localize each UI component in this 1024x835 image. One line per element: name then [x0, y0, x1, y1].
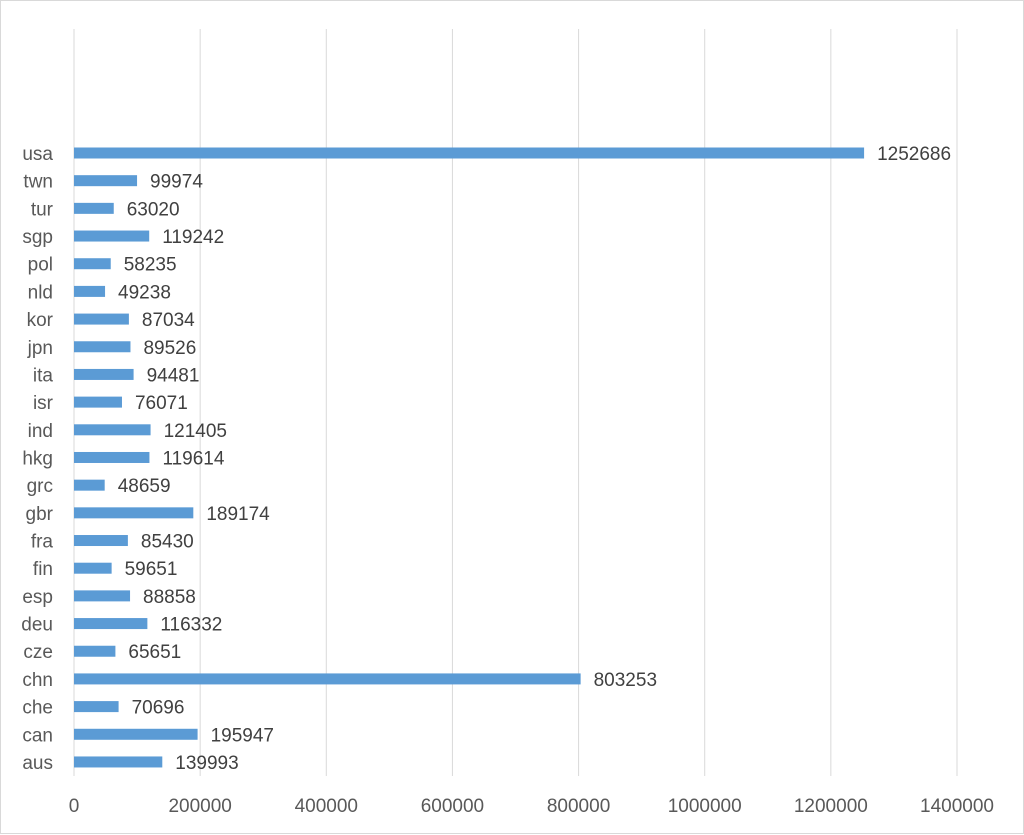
bar-deu	[74, 618, 148, 630]
value-axis: 0 200000 400000 600000 800000 1000000 1200000 1…	[69, 796, 994, 817]
bar-isr	[74, 396, 122, 408]
data-label-ita: 94481	[147, 365, 200, 386]
data-label-nld: 49238	[118, 282, 171, 303]
data-label-cze: 65651	[128, 642, 181, 663]
bar-fra	[74, 535, 128, 547]
x-tick-label: 1000000	[668, 796, 742, 817]
category-label-tur: tur	[31, 199, 54, 220]
data-label-pol: 58235	[124, 255, 177, 276]
bar-ita	[74, 368, 134, 380]
data-label-tur: 63020	[127, 199, 180, 220]
bar-jpn	[74, 341, 131, 353]
x-tick-label: 200000	[168, 796, 231, 817]
bar-hkg	[74, 451, 150, 463]
bar-nld	[74, 285, 106, 297]
bar-aus	[74, 756, 163, 768]
category-label-hkg: hkg	[22, 448, 53, 469]
category-axis: usa twn tur sgp pol nld kor jpn ita isr ind hkg grc g…	[21, 144, 53, 774]
data-label-kor: 87034	[142, 310, 195, 331]
data-label-fra: 85430	[141, 532, 194, 553]
x-tick-label: 1200000	[794, 796, 868, 817]
bar-gbr	[74, 507, 194, 519]
data-label-ind: 121405	[164, 421, 227, 442]
category-label-aus: aus	[22, 753, 53, 774]
x-tick-label: 600000	[421, 796, 484, 817]
category-label-grc: grc	[27, 476, 53, 497]
category-label-sgp: sgp	[22, 227, 53, 248]
category-label-jpn: jpn	[27, 338, 53, 359]
x-tick-label: 0	[69, 796, 80, 817]
bar-grc	[74, 479, 105, 491]
bar-che	[74, 701, 119, 713]
category-label-usa: usa	[22, 144, 53, 165]
gridlines	[73, 29, 958, 776]
bar-tur	[74, 202, 114, 214]
bar-fin	[74, 562, 112, 574]
data-label-che: 70696	[132, 698, 185, 719]
data-label-deu: 116332	[160, 615, 222, 636]
category-label-ind: ind	[28, 421, 53, 442]
data-label-aus: 139993	[175, 753, 238, 774]
data-label-esp: 88858	[143, 587, 196, 608]
data-label-chn: 803253	[594, 670, 657, 691]
bar-sgp	[74, 230, 150, 242]
category-label-deu: deu	[21, 615, 53, 636]
x-tick-label: 400000	[295, 796, 358, 817]
category-label-kor: kor	[27, 310, 54, 331]
data-label-twn: 99974	[150, 172, 203, 193]
data-label-gbr: 189174	[206, 504, 270, 525]
data-label-sgp: 119242	[162, 227, 224, 248]
data-label-usa: 1252686	[877, 144, 951, 165]
category-label-ita: ita	[33, 365, 54, 386]
bars	[74, 147, 865, 768]
bar-chn	[74, 673, 581, 685]
bar-twn	[74, 175, 138, 187]
category-label-cze: cze	[23, 642, 53, 663]
category-label-chn: chn	[22, 670, 53, 691]
category-label-pol: pol	[28, 255, 53, 276]
category-label-twn: twn	[23, 172, 53, 193]
bar-ind	[74, 424, 151, 436]
bar-kor	[74, 313, 129, 325]
bar-can	[74, 728, 198, 740]
bar-esp	[74, 590, 131, 602]
category-label-esp: esp	[22, 587, 53, 608]
category-label-can: can	[22, 725, 53, 746]
data-labels: 1252686 99974 63020 119242 58235 49238 87034 89…	[118, 144, 951, 774]
category-label-gbr: gbr	[26, 504, 54, 525]
data-label-jpn: 89526	[143, 338, 196, 359]
category-label-isr: isr	[33, 393, 54, 414]
category-label-fra: fra	[31, 532, 54, 553]
data-label-grc: 48659	[118, 476, 171, 497]
category-label-nld: nld	[28, 282, 53, 303]
x-tick-label: 1400000	[920, 796, 994, 817]
data-label-can: 195947	[211, 725, 274, 746]
bar-pol	[74, 258, 111, 270]
bar-cze	[74, 645, 116, 657]
x-tick-label: 800000	[547, 796, 610, 817]
data-label-isr: 76071	[135, 393, 188, 414]
category-label-fin: fin	[33, 559, 53, 580]
category-label-che: che	[22, 698, 53, 719]
bar-usa	[74, 147, 865, 159]
data-label-hkg: 119614	[162, 448, 224, 469]
data-label-fin: 59651	[125, 559, 178, 580]
